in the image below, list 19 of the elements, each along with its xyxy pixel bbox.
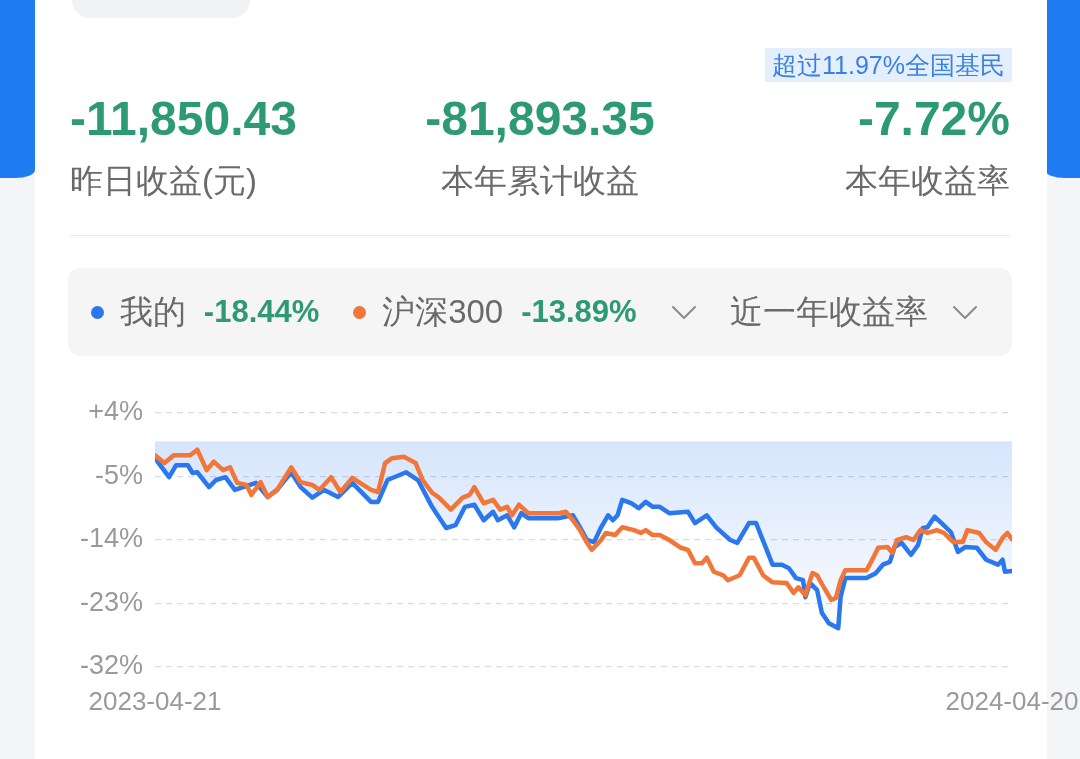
text: 近一年收益率	[730, 291, 929, 332]
y-tick-label: -32%	[79, 650, 143, 681]
text: -81,893.35	[424, 91, 656, 147]
legend-label: 我的	[119, 291, 186, 332]
text: 昨日收益(元)	[70, 161, 258, 201]
text: 本年累计收益	[440, 161, 640, 201]
y-tick-label: +4%	[88, 396, 143, 427]
text: -11,850.43	[70, 91, 298, 147]
x-tick-label: 2023-04-21	[88, 685, 222, 716]
y-tick-label: -23%	[79, 586, 143, 617]
legend-label: 沪深300	[382, 291, 504, 332]
text: -13.89%	[521, 294, 637, 330]
x-tick-label: 2024-04-20	[945, 685, 1079, 716]
text: 本年收益率	[844, 161, 1010, 201]
y-tick-label: -14%	[79, 523, 143, 554]
y-tick-label: -5%	[94, 459, 143, 490]
text: -7.72%	[856, 91, 1010, 147]
text: 超过11.97%全国基民	[765, 48, 1012, 82]
text: -18.44%	[203, 294, 320, 330]
